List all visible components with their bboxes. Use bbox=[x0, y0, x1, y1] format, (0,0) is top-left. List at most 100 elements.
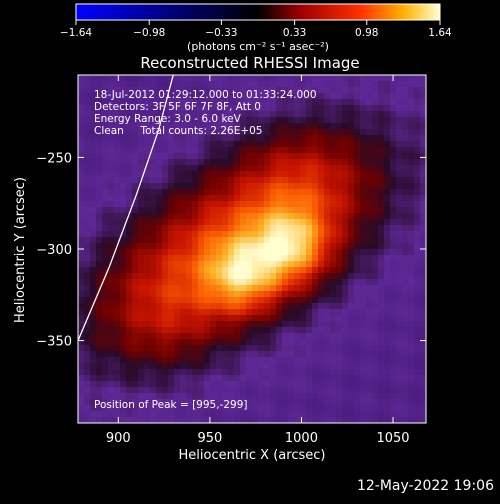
heatmap-cell bbox=[264, 219, 271, 226]
heatmap-cell bbox=[114, 123, 121, 130]
heatmap-cell bbox=[348, 111, 355, 118]
heatmap-cell bbox=[144, 345, 151, 352]
heatmap-cell bbox=[228, 123, 235, 130]
heatmap-cell bbox=[102, 291, 109, 298]
heatmap-cell bbox=[150, 381, 157, 388]
heatmap-cell bbox=[282, 417, 289, 423]
heatmap-cell bbox=[144, 393, 151, 400]
heatmap-cell bbox=[294, 219, 301, 226]
heatmap-cell bbox=[414, 111, 421, 118]
heatmap-cell bbox=[336, 177, 343, 184]
heatmap-cell bbox=[234, 297, 241, 304]
heatmap-cell bbox=[306, 351, 313, 358]
heatmap-cell bbox=[258, 87, 265, 94]
heatmap-cell bbox=[306, 147, 313, 154]
heatmap-cell bbox=[120, 363, 127, 370]
heatmap-cell bbox=[372, 207, 379, 214]
heatmap-cell bbox=[162, 165, 169, 172]
heatmap-cell bbox=[108, 171, 115, 178]
heatmap-cell bbox=[132, 231, 139, 238]
heatmap-cell bbox=[186, 387, 193, 394]
heatmap-cell bbox=[96, 369, 103, 376]
heatmap-cell bbox=[402, 201, 409, 208]
heatmap-cell bbox=[126, 81, 133, 88]
heatmap-cell bbox=[102, 387, 109, 394]
heatmap-cell bbox=[150, 369, 157, 376]
heatmap-cell bbox=[240, 201, 247, 208]
heatmap-cell bbox=[168, 189, 175, 196]
heatmap-cell bbox=[138, 417, 145, 423]
heatmap-cell bbox=[270, 345, 277, 352]
heatmap-cell bbox=[300, 231, 307, 238]
heatmap-cell bbox=[330, 171, 337, 178]
heatmap-cell bbox=[300, 261, 307, 268]
heatmap-cell bbox=[252, 123, 259, 130]
heatmap-cell bbox=[378, 75, 385, 82]
heatmap-cell bbox=[360, 207, 367, 214]
heatmap-cell bbox=[402, 93, 409, 100]
heatmap-cell bbox=[186, 255, 193, 262]
heatmap-cell bbox=[186, 267, 193, 274]
heatmap-cell bbox=[150, 87, 157, 94]
heatmap-cell bbox=[336, 315, 343, 322]
heatmap-cell bbox=[168, 411, 175, 418]
heatmap-cell bbox=[390, 87, 397, 94]
heatmap-cell bbox=[378, 87, 385, 94]
heatmap-cell bbox=[276, 219, 283, 226]
heatmap-cell bbox=[270, 381, 277, 388]
heatmap-cell bbox=[228, 207, 235, 214]
heatmap-cell bbox=[264, 261, 271, 268]
heatmap-cell bbox=[372, 345, 379, 352]
heatmap-cell bbox=[342, 87, 349, 94]
heatmap-cell bbox=[408, 105, 415, 112]
heatmap-cell bbox=[234, 135, 241, 142]
heatmap-cell bbox=[354, 189, 361, 196]
heatmap-cell bbox=[378, 261, 385, 268]
heatmap-cell bbox=[324, 219, 331, 226]
heatmap-cell bbox=[96, 141, 103, 148]
heatmap-cell bbox=[384, 225, 391, 232]
heatmap-cell bbox=[138, 201, 145, 208]
heatmap-cell bbox=[324, 123, 331, 130]
heatmap-cell bbox=[360, 117, 367, 124]
heatmap-cell bbox=[348, 93, 355, 100]
heatmap-cell bbox=[90, 411, 97, 418]
heatmap-cell bbox=[306, 99, 313, 106]
heatmap-cell bbox=[204, 195, 211, 202]
heatmap-cell bbox=[420, 117, 426, 124]
heatmap-cell bbox=[306, 297, 313, 304]
heatmap-cell bbox=[228, 399, 235, 406]
heatmap-cell bbox=[210, 219, 217, 226]
heatmap-cell bbox=[132, 411, 139, 418]
heatmap-cell bbox=[318, 213, 325, 220]
heatmap-cell bbox=[102, 135, 109, 142]
heatmap-cell bbox=[348, 201, 355, 208]
heatmap-cell bbox=[324, 117, 331, 124]
heatmap-cell bbox=[144, 201, 151, 208]
heatmap-cell bbox=[126, 309, 133, 316]
heatmap-cell bbox=[144, 111, 151, 118]
heatmap-cell bbox=[312, 369, 319, 376]
heatmap-cell bbox=[174, 333, 181, 340]
heatmap-cell bbox=[108, 189, 115, 196]
heatmap-cell bbox=[324, 309, 331, 316]
heatmap-cell bbox=[216, 267, 223, 274]
heatmap-cell bbox=[414, 417, 421, 423]
heatmap-cell bbox=[258, 255, 265, 262]
heatmap-cell bbox=[306, 357, 313, 364]
heatmap-cell bbox=[192, 255, 199, 262]
heatmap-cell bbox=[270, 417, 277, 423]
heatmap-cell bbox=[336, 123, 343, 130]
heatmap-cell bbox=[282, 315, 289, 322]
heatmap-cell bbox=[210, 387, 217, 394]
heatmap-cell bbox=[114, 147, 121, 154]
heatmap-cell bbox=[210, 399, 217, 406]
heatmap-cell bbox=[402, 291, 409, 298]
heatmap-cell bbox=[252, 381, 259, 388]
heatmap-cell bbox=[246, 309, 253, 316]
heatmap-cell bbox=[252, 405, 259, 412]
heatmap-cell bbox=[282, 249, 289, 256]
heatmap-cell bbox=[210, 309, 217, 316]
heatmap-cell bbox=[306, 405, 313, 412]
heatmap-cell bbox=[372, 81, 379, 88]
